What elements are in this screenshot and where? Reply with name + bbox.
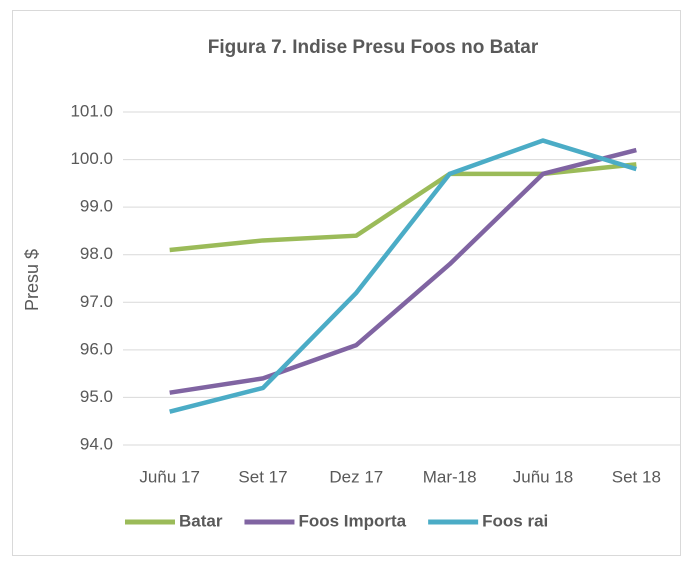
series-line <box>169 138 637 414</box>
y-tick-label: 96.0 <box>80 339 113 358</box>
legend-label: Foos rai <box>482 511 548 530</box>
y-axis-label: Presu $ <box>22 249 42 311</box>
x-tick-label: Dez 17 <box>329 467 383 486</box>
y-tick-label: 99.0 <box>80 197 113 216</box>
y-tick-label: 95.0 <box>80 387 113 406</box>
series-line <box>169 147 637 395</box>
legend-label: Foos Importa <box>298 511 406 530</box>
series-line <box>169 162 637 253</box>
chart-title: Figura 7. Indise Presu Foos no Batar <box>208 37 539 58</box>
y-tick-label: 101.0 <box>70 101 113 120</box>
x-tick-label: Set 17 <box>238 467 287 486</box>
y-tick-label: 94.0 <box>80 434 113 453</box>
y-tick-label: 97.0 <box>80 292 113 311</box>
chart-border <box>12 10 681 556</box>
y-tick-label: 98.0 <box>80 244 113 263</box>
x-tick-label: Mar-18 <box>423 467 477 486</box>
x-tick-label: Juñu 18 <box>513 467 574 486</box>
y-tick-label: 100.0 <box>70 149 113 168</box>
x-tick-label: Set 18 <box>612 467 661 486</box>
x-tick-label: Juñu 17 <box>139 467 200 486</box>
legend-label: Batar <box>179 511 223 530</box>
